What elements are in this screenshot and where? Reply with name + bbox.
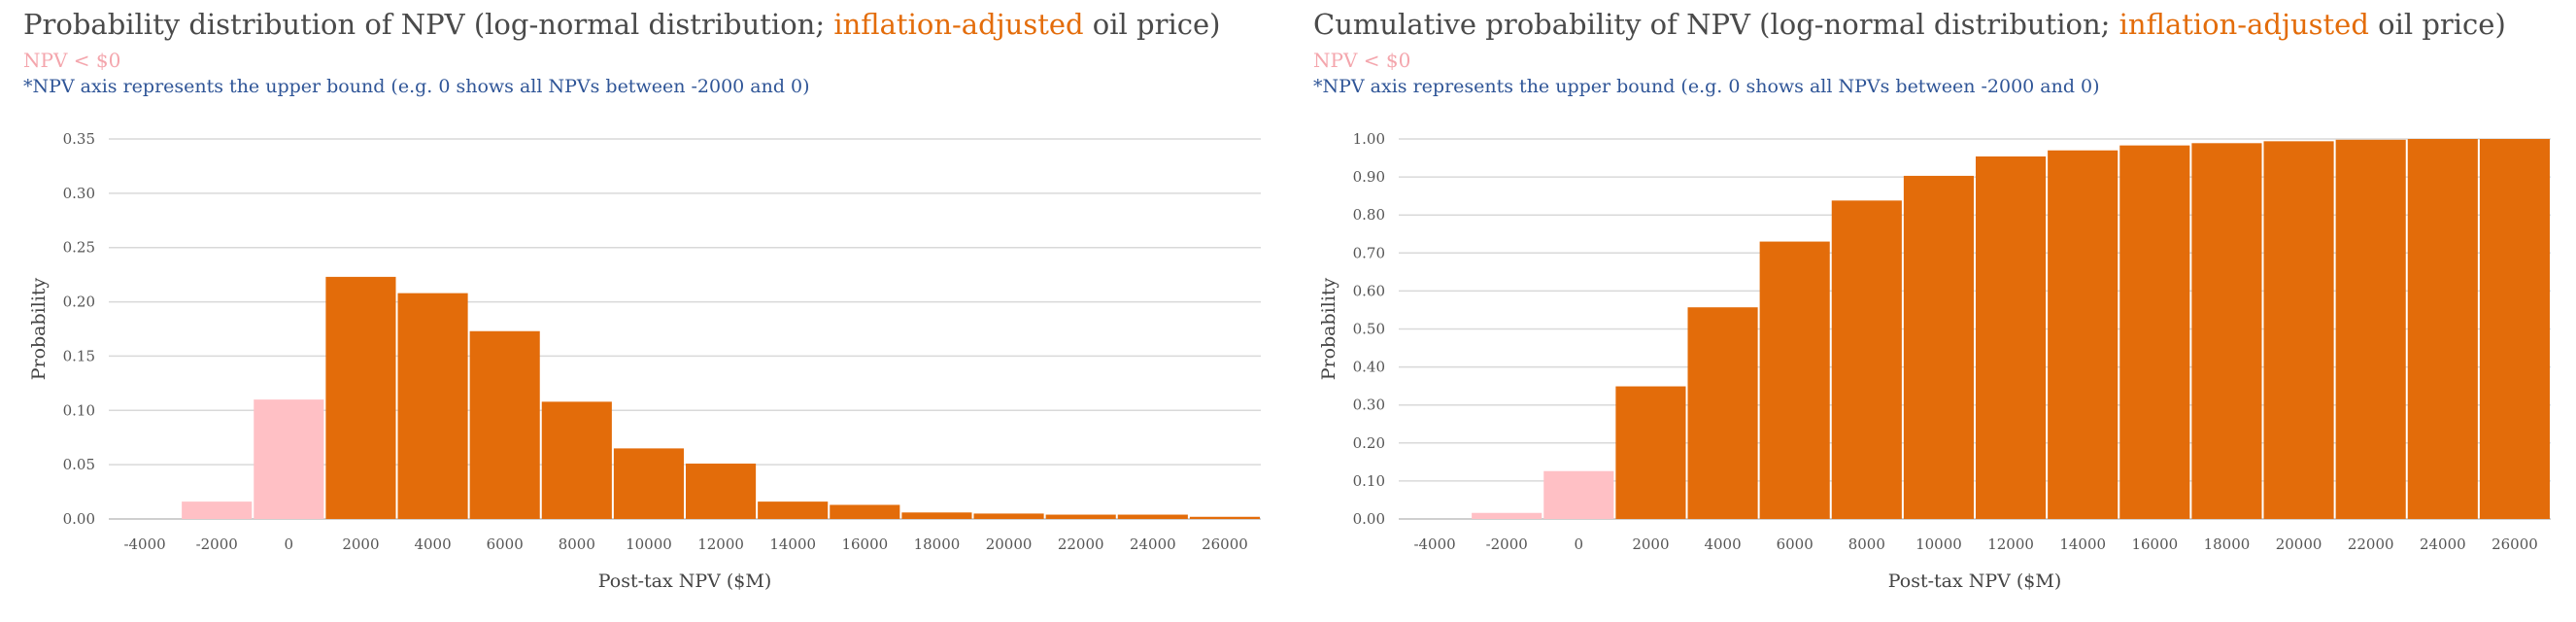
chart-title: Probability distribution of NPV (log-nor… <box>23 8 1221 41</box>
x-axis-label: Post-tax NPV ($M) <box>1888 570 2062 592</box>
bar-10000 <box>1903 175 1974 519</box>
bar-26000 <box>2479 139 2550 519</box>
x-tick-label: 20000 <box>2276 536 2322 553</box>
footnote: *NPV axis represents the upper bound (e.… <box>1313 76 2100 97</box>
y-tick-label: 0.90 <box>1353 168 1385 186</box>
bar-14000 <box>758 501 829 519</box>
x-tick-label: 4000 <box>414 536 451 553</box>
bar-18000 <box>2191 143 2262 519</box>
x-tick-label: 10000 <box>1915 536 1962 553</box>
bar--2000 <box>1472 512 1542 519</box>
y-tick-label: 0.40 <box>1353 359 1385 376</box>
x-tick-label: 14000 <box>769 536 816 553</box>
x-tick-label: 16000 <box>2131 536 2178 553</box>
y-tick-label: 0.20 <box>1353 434 1385 452</box>
y-tick-label: 0.70 <box>1353 244 1385 261</box>
x-tick-label: 18000 <box>2204 536 2251 553</box>
bar-16000 <box>2119 145 2190 519</box>
cumulative-chart-panel: Cumulative probability of NPV (log-norma… <box>1290 0 2572 622</box>
bar-8000 <box>1831 200 1902 520</box>
x-tick-label: 26000 <box>1202 536 1248 553</box>
y-tick-label: 0.25 <box>63 239 95 257</box>
x-tick-label: 14000 <box>2059 536 2106 553</box>
y-tick-label: 0.50 <box>1353 321 1385 338</box>
x-tick-label: 18000 <box>914 536 961 553</box>
bar-2000 <box>1615 386 1686 519</box>
bar-4000 <box>397 293 468 519</box>
x-tick-label: -4000 <box>1413 536 1455 553</box>
x-tick-label: 12000 <box>1987 536 2034 553</box>
y-tick-label: 0.35 <box>63 130 95 148</box>
x-tick-label: -2000 <box>196 536 238 553</box>
x-tick-label: 6000 <box>1777 536 1813 553</box>
y-axis-label: Probability <box>1318 277 1339 380</box>
y-tick-label: 1.00 <box>1353 130 1385 148</box>
y-tick-label: 0.00 <box>1353 510 1385 528</box>
y-tick-label: 0.10 <box>63 401 95 419</box>
bar-6000 <box>469 330 540 519</box>
x-tick-label: 6000 <box>487 536 524 553</box>
bar-4000 <box>1687 307 1758 519</box>
x-tick-label: 16000 <box>841 536 888 553</box>
y-tick-label: 0.10 <box>1353 472 1385 490</box>
legend-note: NPV < $0 <box>23 49 121 72</box>
bar-2000 <box>325 276 396 519</box>
legend-note: NPV < $0 <box>1313 49 1411 72</box>
y-tick-label: 0.20 <box>63 294 95 311</box>
probability-histogram: 0.00 0.05 0.10 0.15 0.20 0.25 0.30 0.35 -4000 -20… <box>28 130 1261 592</box>
x-tick-label: 24000 <box>1130 536 1176 553</box>
x-tick-label: 12000 <box>697 536 744 553</box>
x-tick-label: -2000 <box>1486 536 1528 553</box>
x-axis-label: Post-tax NPV ($M) <box>598 570 772 592</box>
y-tick-label: 0.30 <box>63 185 95 202</box>
bar-0 <box>254 399 324 519</box>
y-tick-label: 0.15 <box>63 347 95 364</box>
bar-14000 <box>2048 150 2118 520</box>
x-tick-label: 26000 <box>2491 536 2538 553</box>
bar-18000 <box>901 512 972 519</box>
bar-22000 <box>1045 514 1116 519</box>
chart-title: Cumulative probability of NPV (log-norma… <box>1313 8 2506 41</box>
x-tick-label: 22000 <box>2348 536 2394 553</box>
x-tick-label: 24000 <box>2420 536 2466 553</box>
y-axis-label: Probability <box>28 277 50 380</box>
x-tick-label: 2000 <box>342 536 379 553</box>
bar-20000 <box>2263 141 2334 519</box>
x-tick-label: 22000 <box>1058 536 1104 553</box>
footnote: *NPV axis represents the upper bound (e.… <box>23 76 810 97</box>
cumulative-histogram: 0.00 0.10 0.20 0.30 0.40 0.50 0.60 0.70 0.80 0.90… <box>1318 130 2551 592</box>
bar-0 <box>1543 470 1614 519</box>
y-tick-label: 0.00 <box>63 510 95 528</box>
x-tick-label: 8000 <box>559 536 595 553</box>
x-tick-label: 4000 <box>1704 536 1741 553</box>
x-tick-label: 20000 <box>986 536 1033 553</box>
x-tick-label: 8000 <box>1848 536 1885 553</box>
bar-10000 <box>613 448 684 519</box>
bar-12000 <box>686 464 757 519</box>
bar-8000 <box>541 401 612 519</box>
bar--2000 <box>182 501 253 519</box>
y-tick-label: 0.30 <box>1353 397 1385 414</box>
bar-16000 <box>830 504 900 519</box>
bar-24000 <box>1117 514 1188 519</box>
bar-24000 <box>2407 139 2478 519</box>
bar-6000 <box>1759 241 1830 519</box>
bar-22000 <box>2335 139 2406 520</box>
x-tick-label: 2000 <box>1632 536 1669 553</box>
bar-12000 <box>1976 156 2047 519</box>
y-tick-label: 0.80 <box>1353 206 1385 224</box>
y-tick-label: 0.60 <box>1353 282 1385 299</box>
bar-20000 <box>973 513 1044 519</box>
bar-26000 <box>1189 516 1260 519</box>
x-tick-label: 0 <box>1575 536 1584 553</box>
x-tick-label: 10000 <box>626 536 672 553</box>
probability-chart-panel: Probability distribution of NPV (log-nor… <box>0 0 1282 622</box>
x-tick-label: -4000 <box>123 536 165 553</box>
x-tick-label: 0 <box>285 536 294 553</box>
y-tick-label: 0.05 <box>63 456 95 473</box>
